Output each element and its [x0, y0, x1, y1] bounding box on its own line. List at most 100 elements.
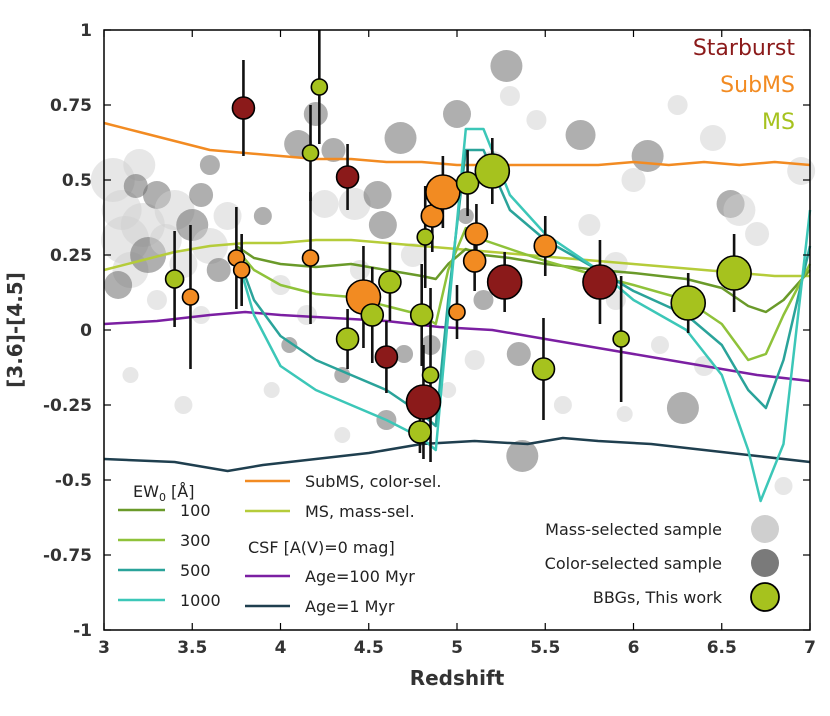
- legend-csf-title: CSF [A(V)=0 mag]: [248, 538, 395, 557]
- x-tick-label: 5: [451, 638, 463, 658]
- bbg-point-starburst: [335, 165, 360, 189]
- background-point: [122, 367, 139, 383]
- y-tick-label: -0.25: [43, 396, 92, 416]
- series-line-ew-500: [235, 148, 812, 428]
- background-point: [443, 100, 471, 128]
- y-tick-label: -0.5: [55, 471, 92, 491]
- legend-marker-sample: [750, 582, 780, 612]
- background-point: [745, 222, 770, 246]
- background-point: [363, 181, 392, 209]
- y-tick-label: 1: [80, 21, 92, 41]
- background-point: [553, 396, 572, 414]
- x-tick-label: 6.5: [707, 638, 737, 658]
- background-point: [123, 174, 148, 198]
- bbg-point-ms: [455, 171, 480, 195]
- background-point: [457, 208, 474, 224]
- background-point: [123, 149, 156, 181]
- legend-marker-sample: [751, 549, 779, 577]
- background-point: [464, 350, 485, 370]
- y-tick-label: -1: [73, 621, 92, 641]
- bbg-point-subms: [301, 249, 320, 267]
- background-point: [578, 214, 601, 236]
- legend-label-sample: Mass-selected sample: [545, 520, 722, 539]
- background-point: [349, 260, 370, 280]
- legend-label-model: MS, mass-sel.: [305, 502, 415, 521]
- background-point: [631, 140, 664, 172]
- bbg-point-ms: [378, 270, 402, 294]
- background-point: [506, 342, 531, 366]
- bbg-point-subms: [181, 288, 200, 306]
- bbg-point-subms: [232, 261, 251, 279]
- background-point: [526, 110, 547, 130]
- background-point: [303, 102, 328, 126]
- series-line-age-1-myr: [103, 436, 811, 473]
- ew-legend-title: EW0 [Å]: [133, 482, 194, 504]
- background-point: [565, 120, 596, 150]
- background-point: [473, 290, 494, 310]
- background-point: [774, 477, 793, 495]
- bbg-point-subms: [464, 222, 489, 246]
- bbg-point-ms: [310, 78, 329, 96]
- x-tick-label: 4: [275, 638, 287, 658]
- background-point: [174, 396, 193, 414]
- bbg-point-ms: [531, 357, 556, 381]
- background-point: [334, 427, 351, 443]
- background-point: [621, 168, 646, 192]
- background-point: [490, 50, 523, 82]
- bbg-point-ms: [421, 366, 440, 384]
- x-tick-label: 6: [628, 638, 640, 658]
- category-label-subms: SubMS: [720, 73, 795, 98]
- y-tick-label: 0: [80, 321, 92, 341]
- bbg-point-ms: [670, 285, 707, 321]
- series-line-age-100-myr: [103, 310, 811, 383]
- background-point: [310, 190, 339, 218]
- background-point: [253, 207, 272, 225]
- background-point: [189, 183, 214, 207]
- bbg-point-starburst: [374, 345, 399, 369]
- legend-label-ew: 1000: [180, 591, 221, 610]
- bbg-point-starburst: [405, 384, 442, 420]
- legend-label-ew: 100: [180, 501, 211, 520]
- legend: EW0 [Å]100 300 500 1000 SubMS, color-sel. MS,…: [118, 472, 780, 616]
- background-point: [787, 157, 816, 185]
- axes: 3 3.5 4 4.5 5 5.5 6 6.5 7 1 0.75 0.5 0.25 0 -0.25 -0.5 -…: [3, 21, 816, 690]
- background-point: [146, 290, 167, 310]
- legend-label-ew: 500: [180, 561, 211, 580]
- background-point: [206, 258, 231, 282]
- legend-label-ew: 300: [180, 531, 211, 550]
- background-point: [321, 138, 346, 162]
- x-axis-label: Redshift: [410, 666, 505, 690]
- bbg-point-starburst: [486, 264, 523, 300]
- legend-label-csf: Age=1 Myr: [305, 597, 395, 616]
- bbg-point-ms: [409, 303, 434, 327]
- legend-label-sample: Color-selected sample: [545, 554, 722, 573]
- model-lines: [103, 121, 812, 503]
- bbg-points: [164, 78, 752, 444]
- legend-label-csf: Age=100 Myr: [305, 567, 415, 586]
- background-point: [499, 86, 520, 106]
- category-label-ms: MS: [762, 110, 795, 135]
- legend-marker-sample: [751, 515, 779, 543]
- background-point: [199, 155, 220, 175]
- y-tick-label: 0.25: [50, 246, 92, 266]
- bbg-point-ms: [164, 269, 185, 289]
- background-point: [334, 367, 351, 383]
- background-point: [666, 392, 699, 424]
- legend-label-model: SubMS, color-sel.: [305, 472, 441, 491]
- background-point: [723, 194, 756, 226]
- bbg-point-starburst: [231, 96, 256, 120]
- x-tick-label: 3.5: [177, 638, 207, 658]
- background-point: [440, 382, 457, 398]
- bbg-point-ms: [716, 255, 752, 291]
- background-point: [213, 202, 242, 230]
- category-labels: Starburst SubMS MS: [693, 36, 796, 135]
- background-point: [400, 243, 425, 267]
- background-point: [395, 345, 414, 363]
- background-point: [650, 336, 669, 354]
- bbg-point-starburst: [582, 264, 618, 300]
- bbg-point-ms: [474, 153, 511, 189]
- bbg-point-ms: [408, 420, 432, 444]
- y-tick-label: 0.75: [50, 96, 92, 116]
- background-point: [296, 305, 317, 325]
